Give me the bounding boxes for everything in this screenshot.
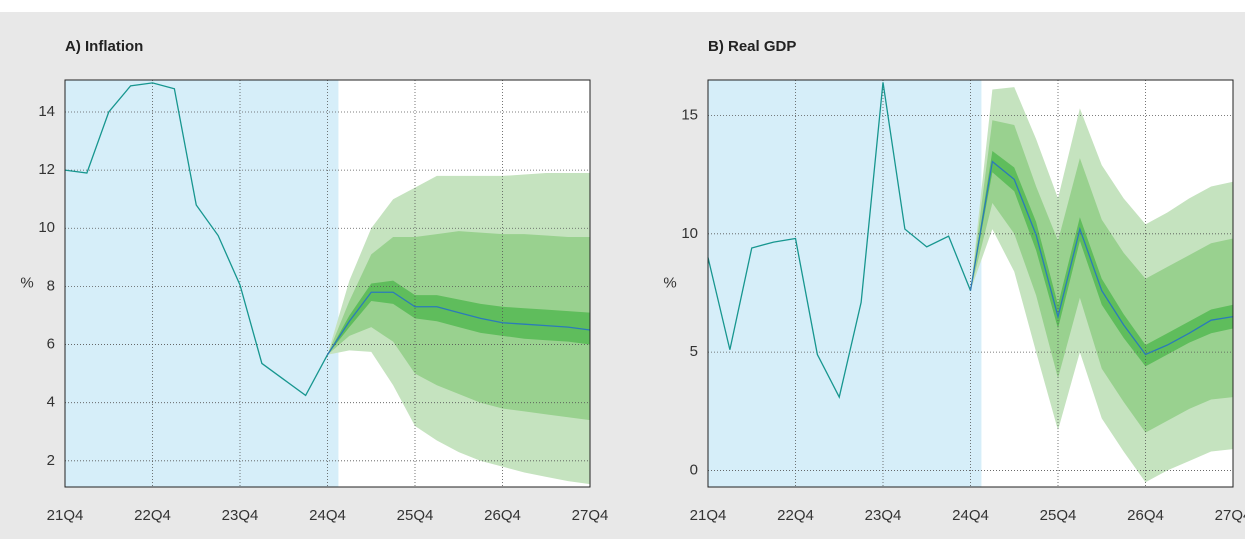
y-tick-label: 6 [47, 336, 55, 353]
x-tick-label: 22Q4 [134, 507, 171, 524]
fan-band [970, 150, 1233, 367]
y-axis-label: % [20, 274, 33, 291]
y-tick-label: 12 [38, 161, 55, 178]
x-tick-label: 27Q4 [572, 507, 609, 524]
data-line [707, 82, 972, 399]
y-tick-label: 2 [47, 452, 55, 469]
data-line [969, 160, 1234, 356]
history-shade [65, 80, 339, 487]
x-tick-label: 21Q4 [690, 507, 727, 524]
chart-title: A) Inflation [65, 38, 143, 55]
y-tick-label: 5 [690, 343, 698, 360]
plot-frame [707, 79, 1234, 488]
data-line [326, 291, 591, 356]
chart-title: B) Real GDP [708, 38, 796, 55]
y-axis-label: % [663, 274, 676, 291]
y-tick-label: 15 [681, 106, 698, 123]
x-tick-label: 23Q4 [222, 507, 259, 524]
history-shade [708, 80, 982, 487]
x-tick-label: 26Q4 [484, 507, 521, 524]
fan-band [327, 280, 590, 355]
y-tick-label: 10 [38, 219, 55, 236]
x-tick-label: 25Q4 [397, 507, 434, 524]
y-tick-label: 8 [47, 277, 55, 294]
y-tick-label: 14 [38, 103, 55, 120]
x-tick-label: 22Q4 [777, 507, 814, 524]
y-tick-label: 10 [681, 225, 698, 242]
x-tick-label: 23Q4 [865, 507, 902, 524]
x-tick-label: 26Q4 [1127, 507, 1164, 524]
x-tick-label: 24Q4 [952, 507, 989, 524]
plot-frame [64, 79, 591, 488]
y-tick-label: 4 [47, 394, 55, 411]
x-tick-label: 27Q4 [1215, 507, 1245, 524]
data-line [64, 82, 329, 397]
x-tick-label: 21Q4 [47, 507, 84, 524]
y-tick-label: 0 [690, 461, 698, 478]
x-tick-label: 25Q4 [1040, 507, 1077, 524]
x-tick-label: 24Q4 [309, 507, 346, 524]
